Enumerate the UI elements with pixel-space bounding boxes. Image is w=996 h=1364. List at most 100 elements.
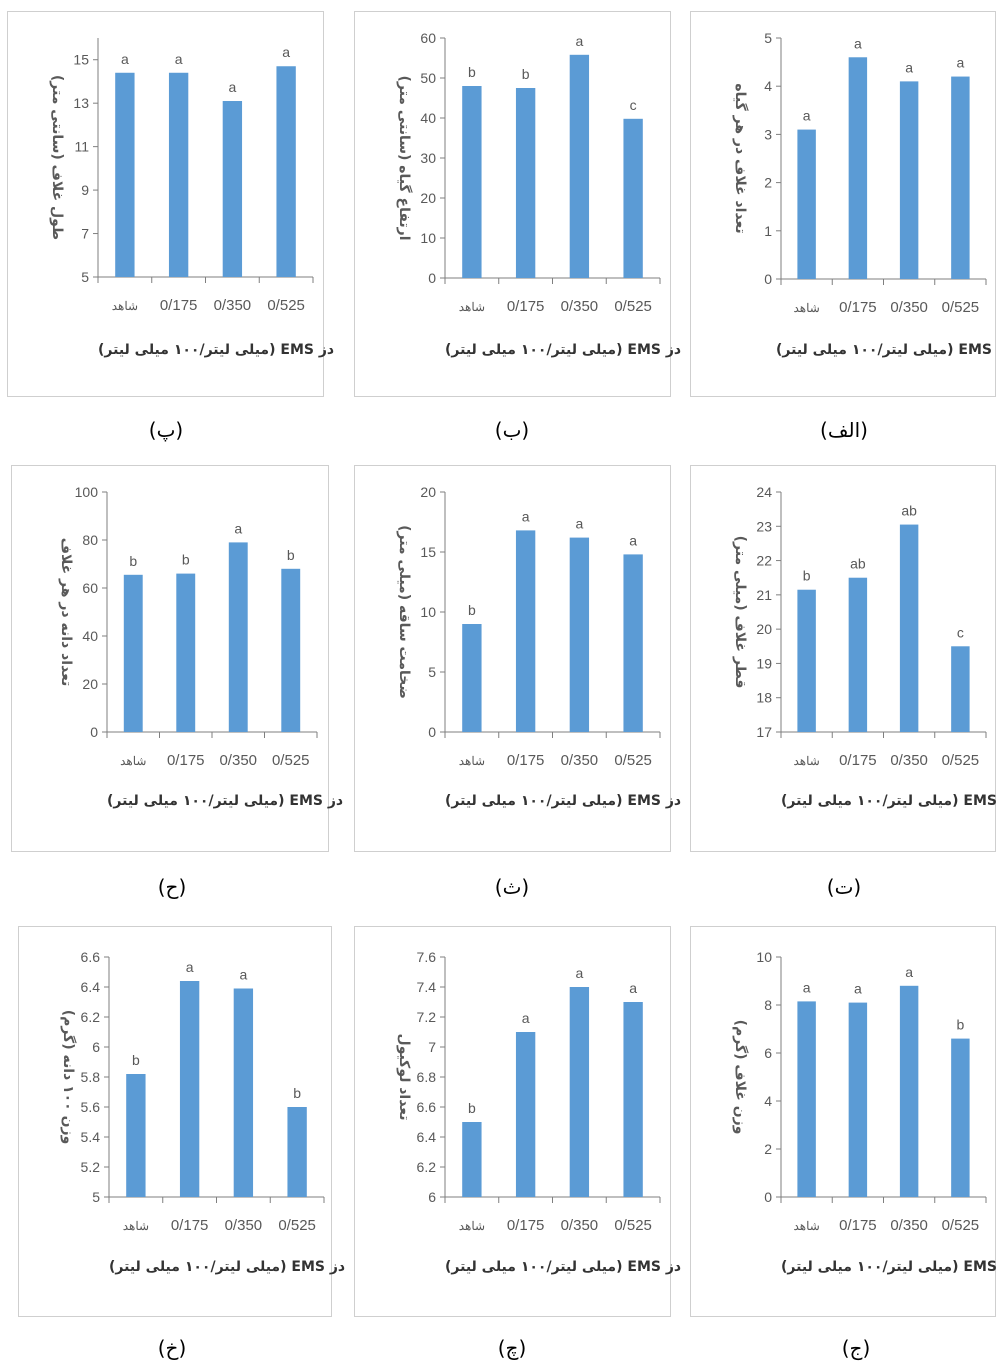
- y-tick-label: 80: [82, 532, 98, 548]
- x-tick-label: 0/350: [561, 752, 599, 769]
- significance-letter: a: [629, 980, 637, 996]
- y-tick-label: 40: [420, 110, 436, 126]
- caption-b: (ب): [494, 418, 530, 442]
- x-tick-label: شاهد: [123, 1219, 149, 1233]
- y-tick-label: 20: [420, 484, 436, 500]
- chart-panel-pod-length: 5 7 9 11 13 15 a شاهد a 0/175 a 0/350 a 0/525 طول غلاف…: [7, 11, 334, 397]
- significance-letter: c: [630, 97, 637, 113]
- y-tick-label: 10: [420, 604, 436, 620]
- y-tick-label: 5: [428, 664, 436, 680]
- bar-2: [168, 72, 189, 277]
- significance-letter: b: [956, 1017, 964, 1033]
- y-tick-label: 6.2: [81, 1009, 101, 1025]
- x-tick-label: 0/350: [561, 298, 599, 315]
- significance-letter: b: [132, 1052, 140, 1068]
- significance-letter: a: [629, 532, 637, 548]
- y-tick-label: 6: [92, 1039, 100, 1055]
- significance-letter: b: [129, 553, 137, 569]
- x-tick-label: 0/525: [272, 752, 310, 769]
- chart-panel-seeds-per-pod: 0 20 40 60 80 100 b شاهد b 0/175 a 0/350 b 0/525 تعداد…: [11, 465, 343, 852]
- bar-3: [228, 542, 248, 732]
- significance-letter: a: [186, 959, 194, 975]
- y-axis-title: طول غلاف (سانتی متر): [49, 75, 65, 240]
- y-tick-label: 6.2: [417, 1159, 437, 1175]
- x-axis-title: دز EMS (میلی لیتر/۱۰۰ میلی لیتر): [445, 793, 682, 809]
- x-tick-label: شاهد: [459, 1219, 485, 1233]
- x-tick-label: 0/525: [614, 298, 652, 315]
- significance-letter: a: [228, 79, 236, 95]
- y-tick-label: 60: [82, 580, 98, 596]
- bar-1: [462, 624, 482, 732]
- y-tick-label: 5.6: [81, 1099, 101, 1115]
- significance-letter: b: [287, 547, 295, 563]
- y-tick-label: 0: [764, 271, 772, 287]
- x-tick-label: 0/350: [890, 1217, 928, 1234]
- y-tick-label: 15: [73, 52, 89, 68]
- caption-alef: (الف): [820, 418, 868, 442]
- x-tick-label: 0/175: [167, 752, 205, 769]
- bar-3: [569, 54, 590, 278]
- x-axis-title: دز EMS (میلی لیتر/۱۰۰ میلی لیتر): [781, 793, 996, 809]
- significance-letter: a: [121, 51, 129, 67]
- caption-p: (پ): [148, 418, 184, 442]
- y-tick-label: 3: [764, 126, 772, 142]
- x-axis-title: دز EMS (میلی لیتر/۱۰۰ میلی لیتر): [445, 1259, 682, 1275]
- x-tick-label: شاهد: [793, 301, 819, 315]
- significance-letter: a: [522, 1010, 530, 1026]
- y-tick-label: 18: [756, 690, 772, 706]
- y-tick-label: 22: [756, 553, 772, 569]
- bar-4: [287, 1107, 307, 1197]
- chart-stem-thickness: 0 5 10 15 20 b شاهد a 0/175 a 0/350 a 0/525 ضخامت ساق…: [396, 484, 661, 769]
- y-tick-label: 6.4: [81, 979, 101, 995]
- significance-letter: b: [293, 1085, 301, 1101]
- x-tick-label: 0/175: [839, 752, 877, 769]
- y-tick-label: 40: [82, 628, 98, 644]
- y-axis-title: قطر غلاف (میلی متر): [732, 536, 748, 689]
- significance-letter: b: [182, 552, 190, 568]
- bar-3: [899, 81, 919, 279]
- chart-pod-length: 5 7 9 11 13 15 a شاهد a 0/175 a 0/350 a 0/525 طول غلاف…: [49, 38, 314, 314]
- y-axis-title: تعداد لوکیول: [396, 1034, 412, 1121]
- x-tick-label: 0/350: [225, 1217, 263, 1234]
- y-tick-label: 6: [764, 1045, 772, 1061]
- y-tick-label: 5.8: [81, 1069, 101, 1085]
- y-tick-label: 60: [420, 30, 436, 46]
- bar-2: [515, 1032, 536, 1197]
- x-tick-label: شاهد: [793, 754, 819, 768]
- x-axis-title: دز EMS (میلی لیتر/۱۰۰ میلی لیتر): [445, 342, 682, 358]
- x-tick-label: شاهد: [793, 1219, 819, 1233]
- x-tick-label: 0/350: [561, 1217, 599, 1234]
- significance-letter: ab: [850, 556, 866, 572]
- y-tick-label: 6: [428, 1189, 436, 1205]
- bar-1: [123, 574, 143, 732]
- y-tick-label: 7: [428, 1039, 436, 1055]
- chart-pod-weight: 0 2 4 6 8 10 a شاهد a 0/175 a 0/350 b 0/525 وزن غلاف (…: [732, 949, 987, 1234]
- y-tick-label: 0: [428, 270, 436, 286]
- bar-3: [222, 101, 243, 277]
- y-tick-label: 5.2: [81, 1159, 101, 1175]
- significance-letter: b: [468, 602, 476, 618]
- x-axis-title: دز EMS (میلی لیتر/۱۰۰ میلی لیتر): [109, 1259, 346, 1275]
- y-tick-label: 7.4: [417, 979, 437, 995]
- significance-letter: a: [956, 55, 964, 71]
- x-tick-label: 0/175: [839, 299, 877, 316]
- caption-h: (ح): [157, 875, 187, 899]
- x-axis-title: دز EMS (میلی لیتر/۱۰۰ میلی لیتر): [107, 793, 344, 809]
- bar-3: [569, 987, 590, 1197]
- bar-1: [797, 1001, 816, 1197]
- y-tick-label: 0: [90, 724, 98, 740]
- y-tick-label: 9: [81, 182, 89, 198]
- significance-letter: a: [175, 51, 183, 67]
- x-tick-label: 0/525: [267, 297, 305, 314]
- significance-letter: a: [803, 108, 811, 124]
- significance-letter: b: [803, 568, 811, 584]
- y-tick-label: 7.2: [417, 1009, 437, 1025]
- y-tick-label: 30: [420, 150, 436, 166]
- x-tick-label: 0/175: [160, 297, 198, 314]
- chart-locule-count: 6 6.2 6.4 6.6 6.8 7 7.2 7.4 7.6 b شاهد a 0/175 a 0/350…: [396, 949, 661, 1234]
- bar-4: [281, 568, 301, 732]
- x-tick-label: 0/175: [839, 1217, 877, 1234]
- bar-3: [899, 985, 919, 1197]
- bar-2: [515, 530, 536, 732]
- significance-letter: b: [522, 66, 530, 82]
